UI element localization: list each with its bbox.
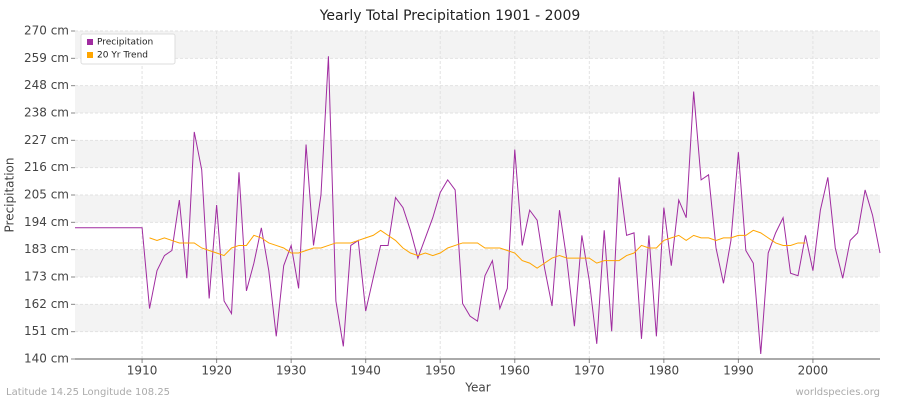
y-axis-label: Precipitation (3, 157, 17, 232)
x-axis-label: Year (464, 381, 490, 395)
x-tick-label: 1920 (201, 364, 232, 378)
legend-label: Precipitation (97, 38, 153, 48)
y-tick-label: 205 cm (24, 188, 69, 202)
grid-band (75, 85, 880, 113)
grid-band (75, 140, 880, 168)
x-tick-label: 1950 (425, 364, 456, 378)
x-tick-label: 2000 (798, 364, 829, 378)
legend-box (80, 33, 176, 65)
x-tick-label: 1960 (499, 364, 530, 378)
footer-right: worldspecies.org (796, 387, 880, 398)
y-tick-label: 162 cm (24, 297, 69, 311)
grid-band (75, 304, 880, 332)
y-tick-label: 173 cm (24, 270, 69, 284)
series-line (149, 229, 806, 269)
y-tick-label: 183 cm (24, 242, 69, 256)
legend-label: 20 Yr Trend (97, 51, 148, 61)
y-tick-label: 227 cm (24, 133, 69, 147)
legend-swatch (87, 52, 93, 58)
y-tick-label: 140 cm (24, 352, 69, 366)
chart-title: Yearly Total Precipitation 1901 - 2009 (319, 8, 581, 24)
grid-band (75, 249, 880, 277)
y-tick-label: 270 cm (24, 24, 69, 38)
y-tick-label: 151 cm (24, 324, 69, 338)
series-line (75, 56, 881, 354)
legend-swatch (87, 39, 93, 45)
y-tick-label: 259 cm (24, 51, 69, 65)
x-tick-label: 1980 (649, 364, 680, 378)
y-tick-label: 248 cm (24, 78, 69, 92)
y-tick-label: 238 cm (24, 106, 69, 120)
x-tick-label: 1930 (276, 364, 307, 378)
x-tick-label: 1970 (574, 364, 605, 378)
x-tick-label: 1940 (350, 364, 381, 378)
y-tick-label: 216 cm (24, 160, 69, 174)
x-tick-label: 1910 (127, 364, 158, 378)
grid-band (75, 195, 880, 223)
footer-left: Latitude 14.25 Longitude 108.25 (6, 387, 170, 398)
grid-band (75, 31, 880, 59)
y-tick-label: 194 cm (24, 215, 69, 229)
x-tick-label: 1990 (723, 364, 754, 378)
